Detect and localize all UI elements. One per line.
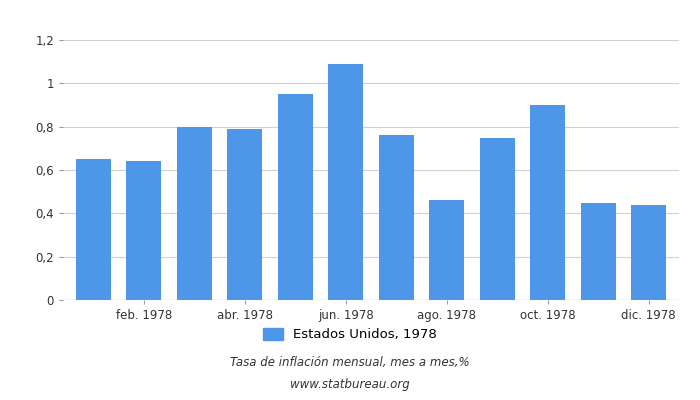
Bar	[76, 159, 111, 300]
Bar	[379, 135, 414, 300]
Bar	[278, 94, 313, 300]
Bar	[227, 129, 262, 300]
Bar	[480, 138, 515, 300]
Bar	[429, 200, 464, 300]
Bar	[631, 205, 666, 300]
Legend: Estados Unidos, 1978: Estados Unidos, 1978	[258, 322, 442, 346]
Bar	[328, 64, 363, 300]
Text: www.statbureau.org: www.statbureau.org	[290, 378, 410, 391]
Bar	[126, 161, 162, 300]
Bar	[176, 127, 212, 300]
Bar	[530, 105, 566, 300]
Text: Tasa de inflación mensual, mes a mes,%: Tasa de inflación mensual, mes a mes,%	[230, 356, 470, 369]
Bar	[580, 202, 616, 300]
